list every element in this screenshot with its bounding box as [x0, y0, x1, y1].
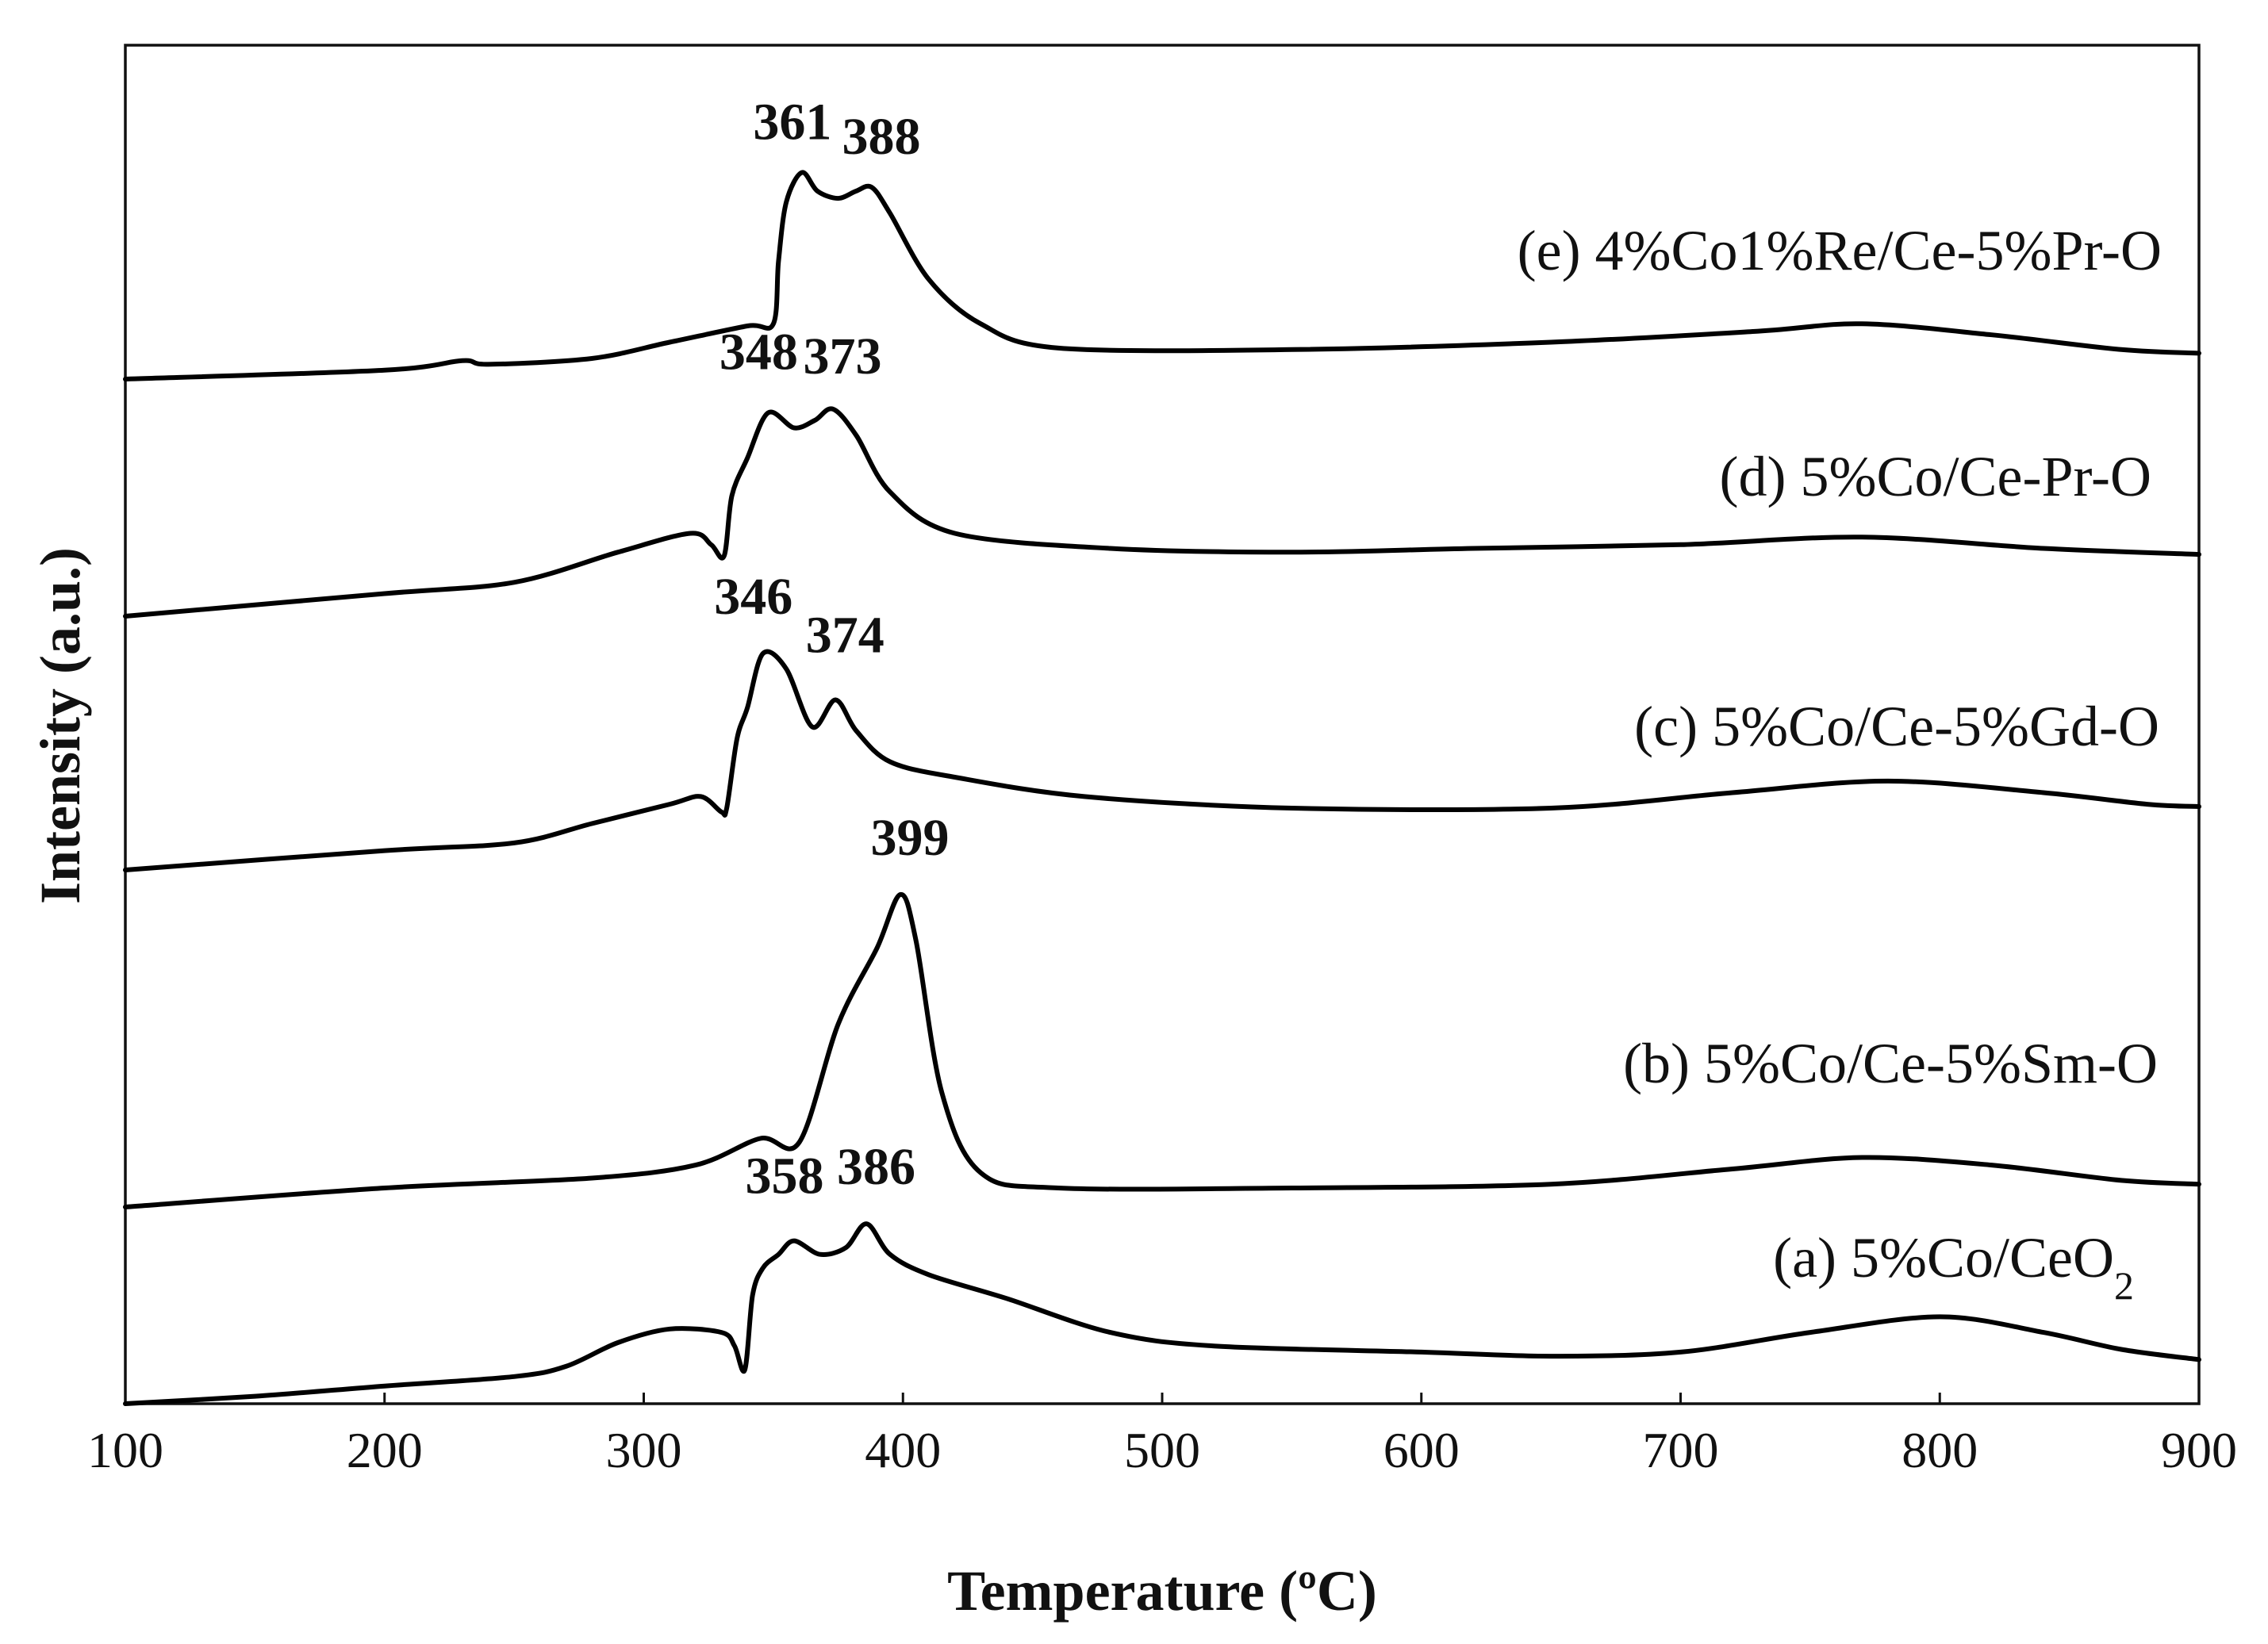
- peak-label: 386: [837, 1138, 915, 1196]
- peak-label: 374: [806, 607, 885, 665]
- peak-label: 348: [720, 324, 798, 381]
- x-tick-label: 800: [1902, 1422, 1978, 1478]
- peak-label: 373: [804, 328, 882, 385]
- peak-label: 388: [842, 108, 921, 166]
- peak-label: 358: [746, 1148, 824, 1205]
- series-label: (d) 5%Co/Ce-Pr-O: [1720, 445, 2151, 508]
- y-axis-title: Intensity (a.u.): [29, 547, 92, 904]
- x-tick-label: 600: [1383, 1422, 1460, 1478]
- series-label: (c) 5%Co/Ce-5%Gd-O: [1634, 695, 2159, 758]
- peak-label: 361: [753, 94, 831, 151]
- x-tick-label: 300: [606, 1422, 682, 1478]
- series-line: [123, 406, 2201, 619]
- x-tick-label: 200: [347, 1422, 423, 1478]
- series-curves: [123, 170, 2201, 1406]
- peak-label: 346: [714, 568, 792, 626]
- series-line: [123, 170, 2201, 381]
- series-label: (a) 5%Co/CeO2: [1773, 1226, 2134, 1308]
- x-tick-label: 700: [1643, 1422, 1719, 1478]
- series-line: [123, 1221, 2201, 1406]
- series-line: [123, 649, 2201, 872]
- x-tick-label: 400: [865, 1422, 941, 1478]
- series-line: [123, 892, 2201, 1209]
- series-label-subscript: 2: [2114, 1263, 2134, 1308]
- series-labels: (a) 5%Co/CeO2 (b) 5%Co/Ce-5%Sm-O (c) 5%Co/…: [1518, 219, 2162, 1308]
- x-tick-label: 900: [2161, 1422, 2237, 1478]
- x-tick-label: 500: [1124, 1422, 1200, 1478]
- peak-label: 399: [870, 809, 949, 867]
- x-axis: 100 200 300 400 500 600 700 800 900: [87, 1393, 2237, 1478]
- series-label: (b) 5%Co/Ce-5%Sm-O: [1623, 1032, 2158, 1095]
- series-label: (e) 4%Co1%Re/Ce-5%Pr-O: [1518, 219, 2162, 282]
- x-tick-label: 100: [87, 1422, 163, 1478]
- x-axis-title: Temperature (ºC): [947, 1559, 1377, 1623]
